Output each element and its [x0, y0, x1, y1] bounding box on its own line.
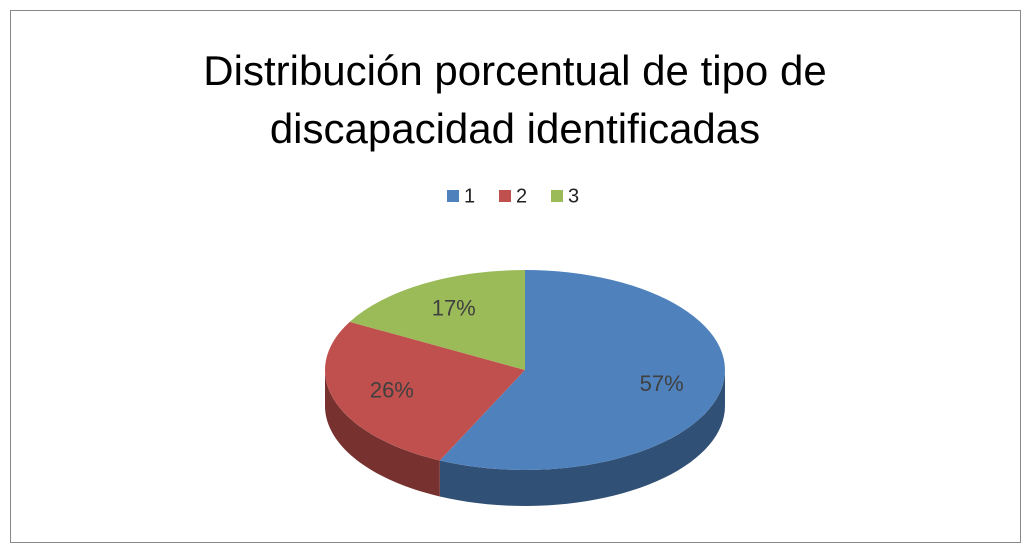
slice-side	[439, 370, 725, 506]
legend-label: 2	[516, 185, 527, 207]
data-label: 26%	[370, 377, 414, 402]
legend-swatch	[499, 190, 511, 202]
legend-label: 3	[568, 185, 579, 207]
legend-swatch	[447, 190, 459, 202]
slice-side	[325, 370, 440, 497]
chart-title: Distribución porcentual de tipo de disca…	[203, 47, 827, 152]
chart-border	[10, 10, 1021, 543]
slice	[349, 270, 525, 370]
slice	[439, 270, 726, 470]
data-label: 57%	[640, 371, 684, 396]
slice	[325, 321, 525, 461]
legend-label: 1	[464, 185, 475, 207]
data-label: 17%	[432, 296, 476, 321]
legend-swatch	[551, 190, 563, 202]
